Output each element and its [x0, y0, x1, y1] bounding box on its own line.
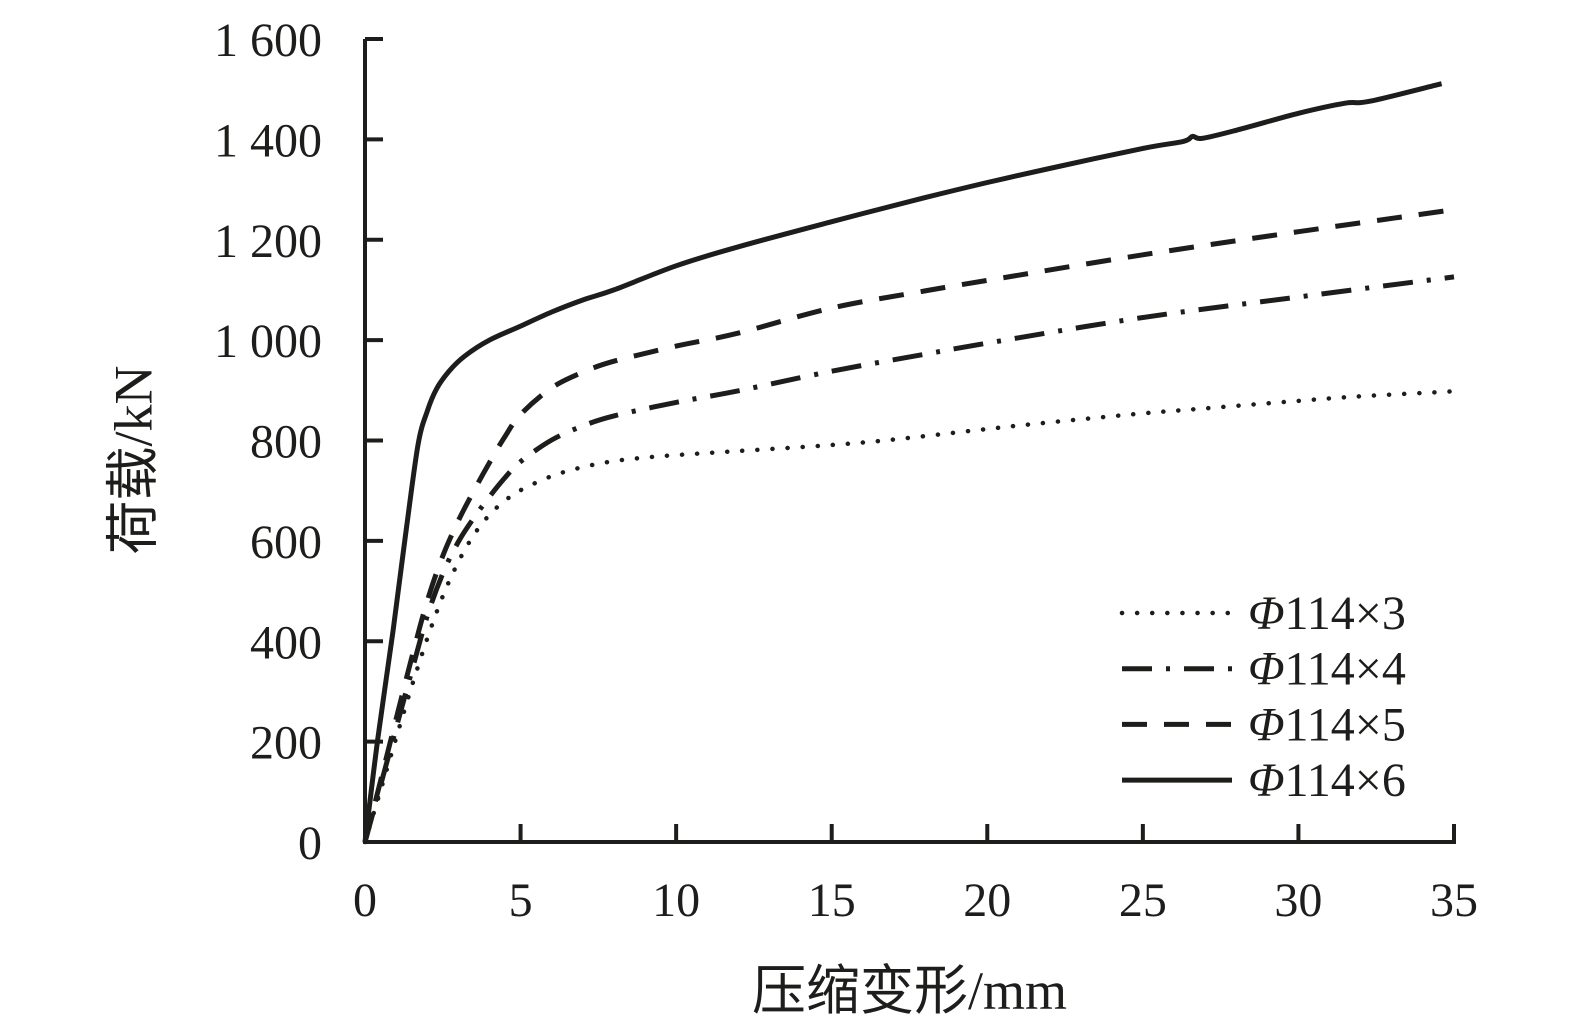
y-tick-label: 400	[250, 616, 322, 669]
x-axis-title: 压缩变形/mm	[751, 961, 1067, 1021]
series-line-3	[362, 207, 1455, 843]
series-line-1	[362, 389, 1457, 845]
y-tick-label: 600	[250, 516, 322, 569]
x-tick-label: 30	[1274, 874, 1322, 927]
series-lines	[362, 81, 1457, 845]
x-tick-label: 35	[1430, 874, 1478, 927]
y-tick-label: 200	[250, 717, 322, 770]
x-tick-label: 15	[808, 874, 856, 927]
y-tick-label: 1 200	[214, 215, 322, 268]
y-tick-label: 0	[298, 817, 322, 870]
y-tick-label: 1 000	[214, 315, 322, 368]
x-tick-label: 10	[652, 874, 700, 927]
tick-marks	[363, 37, 1456, 844]
legend-label: Φ114×5	[1248, 698, 1406, 751]
legend-label: Φ114×4	[1248, 643, 1406, 696]
series-line-4	[362, 81, 1443, 843]
x-tick-label: 25	[1119, 874, 1167, 927]
y-tick-label: 1 600	[214, 14, 322, 67]
legend-label: Φ114×6	[1248, 754, 1406, 807]
y-tick-label: 1 400	[214, 114, 322, 167]
tick-labels: 0 5 10 15 20 25 30 35 0 200 400 600 800 1 000 1 200 1 4…	[214, 14, 1478, 927]
x-tick-label: 0	[353, 874, 377, 927]
y-axis-title: 荷载/kN	[103, 365, 164, 555]
x-tick-label: 20	[963, 874, 1011, 927]
y-tick-label: 800	[250, 416, 322, 469]
legend-label: Φ114×3	[1248, 587, 1406, 640]
x-tick-label: 5	[509, 874, 533, 927]
